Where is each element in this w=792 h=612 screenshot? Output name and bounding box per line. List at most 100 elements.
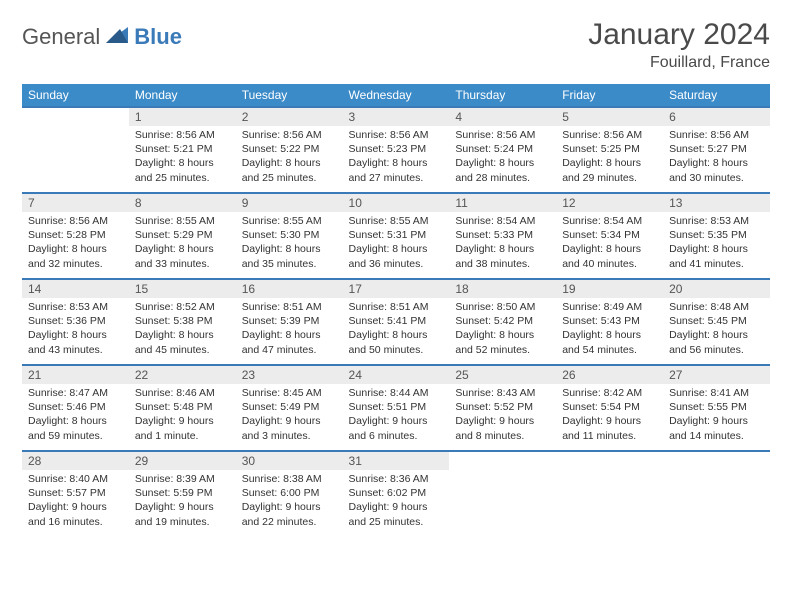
day-number: 19 — [556, 280, 663, 298]
day-details: Sunrise: 8:53 AMSunset: 5:35 PMDaylight:… — [663, 212, 770, 275]
day-number: 31 — [343, 452, 450, 470]
logo-text-blue: Blue — [134, 24, 182, 50]
day-number: 26 — [556, 366, 663, 384]
calendar-day-cell: 8Sunrise: 8:55 AMSunset: 5:29 PMDaylight… — [129, 193, 236, 279]
calendar-day-cell: 21Sunrise: 8:47 AMSunset: 5:46 PMDayligh… — [22, 365, 129, 451]
calendar-week-row: 1Sunrise: 8:56 AMSunset: 5:21 PMDaylight… — [22, 107, 770, 193]
calendar-week-row: 7Sunrise: 8:56 AMSunset: 5:28 PMDaylight… — [22, 193, 770, 279]
calendar-day-cell: 26Sunrise: 8:42 AMSunset: 5:54 PMDayligh… — [556, 365, 663, 451]
day-of-week-header: Thursday — [449, 84, 556, 107]
day-number: 13 — [663, 194, 770, 212]
calendar-day-cell: 23Sunrise: 8:45 AMSunset: 5:49 PMDayligh… — [236, 365, 343, 451]
day-number: 22 — [129, 366, 236, 384]
calendar-day-cell: 16Sunrise: 8:51 AMSunset: 5:39 PMDayligh… — [236, 279, 343, 365]
calendar-day-cell: 25Sunrise: 8:43 AMSunset: 5:52 PMDayligh… — [449, 365, 556, 451]
day-details: Sunrise: 8:56 AMSunset: 5:21 PMDaylight:… — [129, 126, 236, 189]
calendar-day-cell: 5Sunrise: 8:56 AMSunset: 5:25 PMDaylight… — [556, 107, 663, 193]
calendar-day-cell — [22, 107, 129, 193]
header: General Blue January 2024 Fouillard, Fra… — [22, 18, 770, 72]
calendar-day-cell: 6Sunrise: 8:56 AMSunset: 5:27 PMDaylight… — [663, 107, 770, 193]
day-details: Sunrise: 8:52 AMSunset: 5:38 PMDaylight:… — [129, 298, 236, 361]
page-subtitle: Fouillard, France — [588, 54, 770, 72]
calendar-day-cell: 7Sunrise: 8:56 AMSunset: 5:28 PMDaylight… — [22, 193, 129, 279]
day-details: Sunrise: 8:50 AMSunset: 5:42 PMDaylight:… — [449, 298, 556, 361]
day-number: 15 — [129, 280, 236, 298]
calendar-day-cell: 15Sunrise: 8:52 AMSunset: 5:38 PMDayligh… — [129, 279, 236, 365]
calendar-day-cell: 4Sunrise: 8:56 AMSunset: 5:24 PMDaylight… — [449, 107, 556, 193]
calendar-day-cell: 18Sunrise: 8:50 AMSunset: 5:42 PMDayligh… — [449, 279, 556, 365]
calendar-day-cell: 1Sunrise: 8:56 AMSunset: 5:21 PMDaylight… — [129, 107, 236, 193]
day-of-week-header: Monday — [129, 84, 236, 107]
day-number: 17 — [343, 280, 450, 298]
day-details: Sunrise: 8:56 AMSunset: 5:27 PMDaylight:… — [663, 126, 770, 189]
day-number: 16 — [236, 280, 343, 298]
day-details: Sunrise: 8:36 AMSunset: 6:02 PMDaylight:… — [343, 470, 450, 533]
logo: General Blue — [22, 24, 182, 50]
calendar-day-cell: 14Sunrise: 8:53 AMSunset: 5:36 PMDayligh… — [22, 279, 129, 365]
day-number: 11 — [449, 194, 556, 212]
calendar-day-cell: 29Sunrise: 8:39 AMSunset: 5:59 PMDayligh… — [129, 451, 236, 537]
calendar-day-cell: 2Sunrise: 8:56 AMSunset: 5:22 PMDaylight… — [236, 107, 343, 193]
calendar-day-cell: 30Sunrise: 8:38 AMSunset: 6:00 PMDayligh… — [236, 451, 343, 537]
calendar-day-cell: 27Sunrise: 8:41 AMSunset: 5:55 PMDayligh… — [663, 365, 770, 451]
calendar-week-row: 21Sunrise: 8:47 AMSunset: 5:46 PMDayligh… — [22, 365, 770, 451]
day-number: 2 — [236, 108, 343, 126]
day-number: 7 — [22, 194, 129, 212]
calendar-day-cell: 31Sunrise: 8:36 AMSunset: 6:02 PMDayligh… — [343, 451, 450, 537]
day-details: Sunrise: 8:39 AMSunset: 5:59 PMDaylight:… — [129, 470, 236, 533]
day-details: Sunrise: 8:43 AMSunset: 5:52 PMDaylight:… — [449, 384, 556, 447]
day-number: 12 — [556, 194, 663, 212]
day-details: Sunrise: 8:40 AMSunset: 5:57 PMDaylight:… — [22, 470, 129, 533]
calendar-day-cell: 13Sunrise: 8:53 AMSunset: 5:35 PMDayligh… — [663, 193, 770, 279]
day-number: 20 — [663, 280, 770, 298]
day-number: 24 — [343, 366, 450, 384]
day-of-week-header: Tuesday — [236, 84, 343, 107]
calendar-day-cell: 9Sunrise: 8:55 AMSunset: 5:30 PMDaylight… — [236, 193, 343, 279]
day-number: 8 — [129, 194, 236, 212]
calendar-day-cell: 19Sunrise: 8:49 AMSunset: 5:43 PMDayligh… — [556, 279, 663, 365]
calendar-day-cell: 17Sunrise: 8:51 AMSunset: 5:41 PMDayligh… — [343, 279, 450, 365]
day-number: 21 — [22, 366, 129, 384]
day-details: Sunrise: 8:55 AMSunset: 5:29 PMDaylight:… — [129, 212, 236, 275]
day-details: Sunrise: 8:53 AMSunset: 5:36 PMDaylight:… — [22, 298, 129, 361]
calendar-day-cell: 12Sunrise: 8:54 AMSunset: 5:34 PMDayligh… — [556, 193, 663, 279]
empty-daynum — [663, 452, 770, 470]
calendar-week-row: 28Sunrise: 8:40 AMSunset: 5:57 PMDayligh… — [22, 451, 770, 537]
empty-daynum — [449, 452, 556, 470]
day-details: Sunrise: 8:54 AMSunset: 5:33 PMDaylight:… — [449, 212, 556, 275]
day-details: Sunrise: 8:56 AMSunset: 5:25 PMDaylight:… — [556, 126, 663, 189]
title-block: January 2024 Fouillard, France — [588, 18, 770, 72]
day-of-week-header: Friday — [556, 84, 663, 107]
day-details: Sunrise: 8:54 AMSunset: 5:34 PMDaylight:… — [556, 212, 663, 275]
day-of-week-header: Wednesday — [343, 84, 450, 107]
day-number: 18 — [449, 280, 556, 298]
calendar-day-cell — [449, 451, 556, 537]
day-of-week-header: Sunday — [22, 84, 129, 107]
day-details: Sunrise: 8:44 AMSunset: 5:51 PMDaylight:… — [343, 384, 450, 447]
day-details: Sunrise: 8:38 AMSunset: 6:00 PMDaylight:… — [236, 470, 343, 533]
calendar-day-cell: 24Sunrise: 8:44 AMSunset: 5:51 PMDayligh… — [343, 365, 450, 451]
day-details: Sunrise: 8:51 AMSunset: 5:39 PMDaylight:… — [236, 298, 343, 361]
day-details: Sunrise: 8:49 AMSunset: 5:43 PMDaylight:… — [556, 298, 663, 361]
calendar-day-cell: 3Sunrise: 8:56 AMSunset: 5:23 PMDaylight… — [343, 107, 450, 193]
day-details: Sunrise: 8:46 AMSunset: 5:48 PMDaylight:… — [129, 384, 236, 447]
day-of-week-row: SundayMondayTuesdayWednesdayThursdayFrid… — [22, 84, 770, 107]
page-title: January 2024 — [588, 18, 770, 52]
day-number: 23 — [236, 366, 343, 384]
day-details: Sunrise: 8:47 AMSunset: 5:46 PMDaylight:… — [22, 384, 129, 447]
calendar-day-cell — [556, 451, 663, 537]
day-details: Sunrise: 8:42 AMSunset: 5:54 PMDaylight:… — [556, 384, 663, 447]
day-details: Sunrise: 8:48 AMSunset: 5:45 PMDaylight:… — [663, 298, 770, 361]
day-details: Sunrise: 8:51 AMSunset: 5:41 PMDaylight:… — [343, 298, 450, 361]
day-details: Sunrise: 8:41 AMSunset: 5:55 PMDaylight:… — [663, 384, 770, 447]
calendar-day-cell: 10Sunrise: 8:55 AMSunset: 5:31 PMDayligh… — [343, 193, 450, 279]
day-of-week-header: Saturday — [663, 84, 770, 107]
day-number: 27 — [663, 366, 770, 384]
day-number: 29 — [129, 452, 236, 470]
logo-text-general: General — [22, 24, 100, 50]
day-number: 10 — [343, 194, 450, 212]
day-details: Sunrise: 8:56 AMSunset: 5:24 PMDaylight:… — [449, 126, 556, 189]
day-number: 25 — [449, 366, 556, 384]
day-details: Sunrise: 8:55 AMSunset: 5:31 PMDaylight:… — [343, 212, 450, 275]
empty-daynum — [556, 452, 663, 470]
